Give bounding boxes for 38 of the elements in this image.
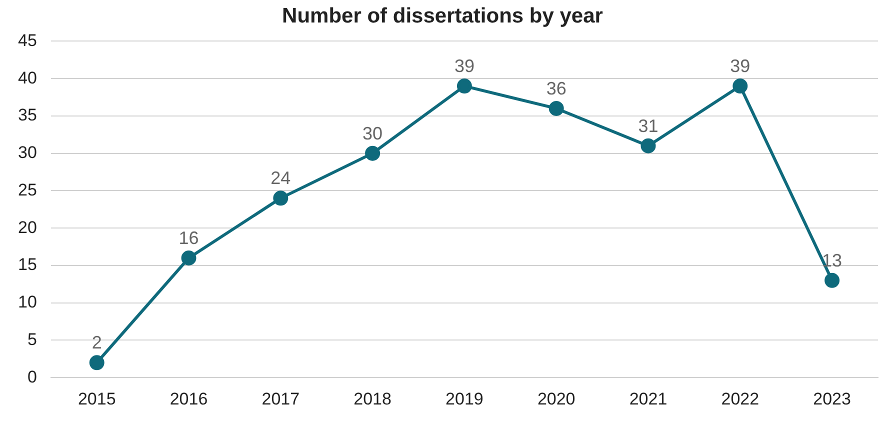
y-tick-label: 35 [18,106,37,125]
x-tick-label: 2020 [537,389,576,408]
y-tick-label: 25 [18,180,37,200]
point [640,138,656,154]
point [181,250,196,266]
x-tick-label: 2016 [170,389,208,408]
y-tick-label: 45 [18,30,37,50]
x-tick-label: 2023 [813,389,851,408]
x-tick-label: 2017 [262,389,300,408]
data-label: 13 [822,250,842,270]
y-tick-label: 20 [18,218,37,237]
data-label: 24 [270,168,291,188]
point [732,78,748,94]
y-tick-label: 30 [18,143,37,162]
point [89,355,104,370]
point [365,146,380,161]
y-tick-label: 5 [27,330,37,349]
x-tick-label: 2021 [629,389,668,408]
data-label: 31 [638,116,658,136]
point [548,100,564,116]
data-label: 36 [546,78,566,98]
point [273,190,288,206]
y-tick-label: 0 [27,367,37,386]
x-tick-label: 2015 [78,389,116,408]
y-tick-label: 15 [18,255,37,274]
chart-title: Number of dissertations by year [282,4,603,28]
data-label: 30 [362,123,383,144]
x-tick-label: 2022 [721,389,760,408]
data-label: 39 [454,56,474,76]
point [824,272,840,288]
data-label: 16 [178,228,199,248]
data-label: 2 [92,332,102,353]
x-tick-label: 2018 [354,389,392,408]
y-tick-label: 40 [18,68,37,88]
y-tick-label: 10 [18,292,37,312]
point [456,78,472,94]
x-tick-label: 2019 [446,389,484,408]
data-label: 39 [730,56,750,76]
